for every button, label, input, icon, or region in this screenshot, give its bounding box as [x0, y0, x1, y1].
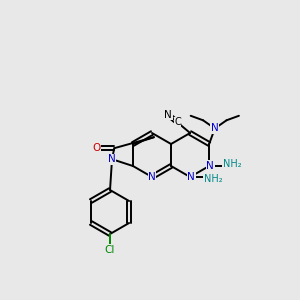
- Text: N: N: [187, 172, 195, 182]
- Text: NH₂: NH₂: [204, 174, 223, 184]
- Text: Cl: Cl: [105, 245, 115, 255]
- Text: N: N: [206, 161, 214, 171]
- Text: C: C: [174, 117, 181, 128]
- Text: N: N: [164, 110, 172, 120]
- Text: N: N: [148, 172, 156, 182]
- Text: O: O: [92, 143, 100, 153]
- Text: N: N: [211, 124, 219, 134]
- Text: NH₂: NH₂: [223, 159, 242, 169]
- Text: N: N: [108, 154, 116, 164]
